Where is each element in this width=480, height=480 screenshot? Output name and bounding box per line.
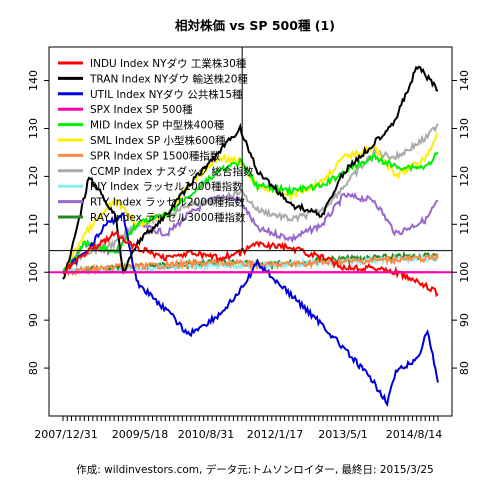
y-tick-label-left-110: 110: [27, 214, 40, 235]
series-line-2: [62, 65, 439, 280]
x-tick-label-2: 2009/5/18: [112, 428, 168, 441]
y-tick-label-right-140: 140: [458, 70, 471, 91]
series-line-7: [62, 252, 439, 277]
series-line-10: [62, 191, 439, 276]
chart-title: 相対株価 vs SP 500種 (1): [175, 18, 335, 33]
y-tick-label-left-130: 130: [27, 118, 40, 139]
legend-label-10: RTY Index ラッセル2000種指数: [90, 196, 246, 209]
legend-label-3: UTIL Index NYダウ 公共株15種: [90, 88, 243, 101]
chart-caption: 作成: wildinvestors.com, データ元:トムソンロイター, 最終…: [76, 463, 433, 476]
y-tick-label-left-140: 140: [27, 70, 40, 91]
legend-label-7: SPR Index SP 1500種指数: [90, 149, 221, 162]
legend: INDU Index NYダウ 工業株30種 TRAN Index NYダウ 輸送…: [58, 57, 254, 224]
y-tick-label-left-90: 90: [27, 313, 40, 327]
y-tick-label-right-110: 110: [458, 214, 471, 235]
y-tick-label-right-80: 80: [458, 361, 471, 375]
legend-label-6: SML Index SP 小型株600種: [90, 134, 226, 147]
y-axis-left: 80 90 100 110 120 130 140: [27, 70, 49, 375]
y-tick-label-left-100: 100: [27, 262, 40, 283]
x-tick-label-3: 2010/8/31: [178, 428, 234, 441]
legend-label-5: MID Index SP 中型株400種: [90, 119, 225, 132]
y-tick-label-right-130: 130: [458, 118, 471, 139]
y-tick-label-right-100: 100: [458, 262, 471, 283]
legend-label-8: CCMP Index ナスダック 総合指数: [90, 165, 254, 178]
series-line-1: [62, 230, 439, 298]
legend-label-11: RAY Index ラッセル3000種指数: [90, 211, 246, 224]
y-tick-label-right-120: 120: [458, 166, 471, 187]
x-tick-label-5: 2013/5/1: [318, 428, 367, 441]
legend-label-9: RIY Index ラッセル1000種指数: [90, 180, 243, 193]
x-tick-label-6: 2014/8/14: [386, 428, 442, 441]
y-tick-label-right-90: 90: [458, 313, 471, 327]
x-tick-label-1: 2007/12/31: [34, 428, 97, 441]
x-tick-label-4: 2012/1/17: [247, 428, 303, 441]
legend-label-4: SPX Index SP 500種: [90, 103, 193, 116]
series-line-3: [62, 212, 439, 408]
legend-label-2: TRAN Index NYダウ 輸送株20種: [89, 72, 248, 85]
y-axis-right: 80 90 100 110 120 130 140: [452, 70, 471, 375]
x-axis: 2007/12/31 2009/5/18 2010/8/31 2012/1/17 201…: [34, 416, 442, 441]
y-tick-label-left-120: 120: [27, 166, 40, 187]
series-line-8: [62, 123, 439, 275]
plot-series: [49, 47, 452, 408]
y-tick-label-left-80: 80: [27, 361, 40, 375]
legend-label-1: INDU Index NYダウ 工業株30種: [90, 57, 247, 70]
